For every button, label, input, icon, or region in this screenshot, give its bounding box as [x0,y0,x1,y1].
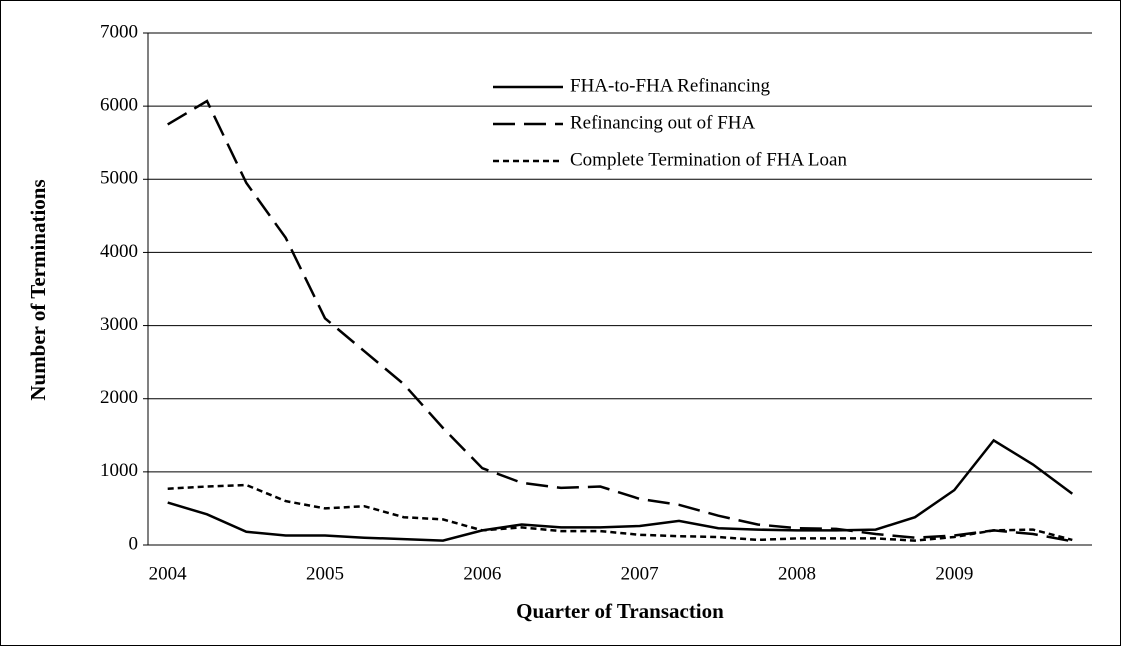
legend-label: FHA-to-FHA Refinancing [570,75,771,96]
series-line [167,438,1074,542]
y-tick-label: 3000 [100,314,138,335]
y-tick-label: 0 [129,533,139,554]
y-tick-label: 2000 [100,387,138,408]
x-tick-label: 2007 [621,563,659,584]
x-tick-label: 2009 [935,563,973,584]
x-tick-label: 2008 [778,563,816,584]
x-axis-title: Quarter of Transaction [516,599,724,623]
series-line [167,483,1073,542]
series-line [167,99,1073,543]
y-tick-label: 5000 [100,168,138,189]
legend-label: Complete Termination of FHA Loan [570,149,847,170]
x-tick-label: 2006 [463,563,501,584]
legend-label: Refinancing out of FHA [570,112,756,133]
y-tick-label: 7000 [100,21,138,42]
y-axis-title: Number of Terminations [26,179,50,400]
x-tick-label: 2005 [306,563,344,584]
x-tick-label: 2004 [149,563,188,584]
y-tick-label: 1000 [100,460,138,481]
y-tick-label: 4000 [100,241,138,262]
y-tick-label: 6000 [100,95,138,116]
